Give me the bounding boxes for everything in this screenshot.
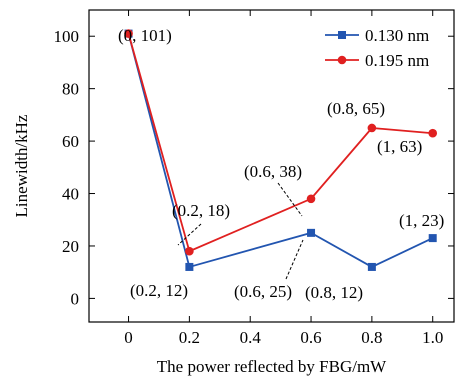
y-tick-label: 100 <box>54 27 80 46</box>
y-tick-label: 80 <box>62 80 79 99</box>
data-label: (0.8, 65) <box>327 99 385 118</box>
data-label: (0.2, 18) <box>172 201 230 220</box>
legend-marker <box>338 31 346 39</box>
x-axis-title: The power reflected by FBG/mW <box>157 357 387 376</box>
data-point-circle <box>367 123 377 133</box>
x-tick-label: 0.8 <box>361 328 382 347</box>
annotation-leader <box>277 182 303 217</box>
x-tick-label: 0.4 <box>240 328 262 347</box>
data-label: (1, 23) <box>399 211 444 230</box>
x-tick-label: 0 <box>124 328 133 347</box>
data-point-square <box>428 234 437 243</box>
data-point-circle <box>428 128 438 138</box>
legend-label: 0.195 nm <box>365 51 429 70</box>
annotation-leader <box>285 239 304 280</box>
data-label: (0.2, 12) <box>130 281 188 300</box>
data-label: (0, 101) <box>118 26 172 45</box>
data-point-square <box>185 262 194 271</box>
y-tick-label: 0 <box>71 289 80 308</box>
x-tick-label: 0.6 <box>300 328 321 347</box>
y-tick-label: 60 <box>62 132 79 151</box>
annotation-leader <box>177 223 202 246</box>
x-tick-label: 0.2 <box>179 328 200 347</box>
data-point-circle <box>124 29 133 38</box>
data-label: (0.8, 12) <box>305 283 363 302</box>
data-point-square <box>367 262 376 271</box>
data-point-square <box>307 228 316 237</box>
y-tick-label: 20 <box>62 237 79 256</box>
y-tick-label: 40 <box>62 185 79 204</box>
data-point-circle <box>185 246 194 256</box>
data-point-circle <box>306 194 316 204</box>
plot-frame <box>88 9 455 323</box>
y-axis-title: Linewidth/kHz <box>12 114 31 217</box>
data-label: (0.6, 38) <box>244 162 302 181</box>
legend-label: 0.130 nm <box>365 26 429 45</box>
legend-marker <box>337 55 347 65</box>
data-label: (0.6, 25) <box>234 282 292 301</box>
data-label: (1, 63) <box>377 137 422 156</box>
x-tick-label: 1.0 <box>422 328 443 347</box>
